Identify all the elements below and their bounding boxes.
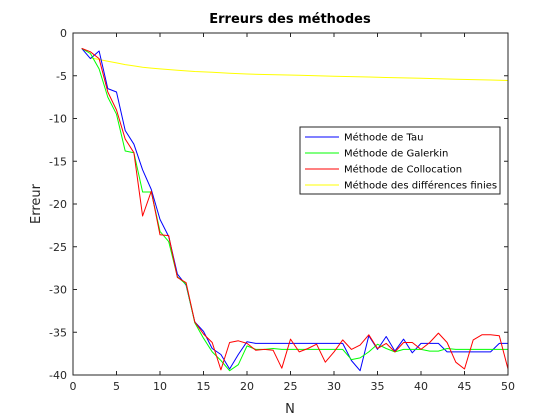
plot-frame [72,32,509,376]
x-tick-label: 35 [371,380,385,393]
y-tick-label: -35 [49,326,67,339]
y-tick-label: 0 [60,27,67,40]
y-tick-label: -10 [49,113,67,126]
legend-label: Méthode de Collocation [344,164,462,176]
x-tick-label: 15 [197,380,211,393]
legend-box [299,126,501,195]
tick-labels: 0 5 10 15 20 25 30 35 40 45 50 0 -5 -10 -15 -20 -25 -30 -3… [49,27,515,393]
series-line-3 [90,57,509,81]
y-axis-title: Erreur [29,183,44,224]
x-tick-label: 25 [284,380,298,393]
legend-label: Méthode des différences finies [344,180,497,192]
x-tick-label: 20 [240,380,254,393]
legend-label: Méthode de Galerkin [344,148,448,160]
x-axis-title: N [285,402,295,417]
y-tick-label: -20 [49,198,67,211]
y-tick-label: -40 [49,369,67,382]
legend: Méthode de Tau Méthode de Galerkin Méthode… [299,126,501,195]
series-lines [81,47,509,372]
x-tick-label: 45 [458,380,472,393]
series-line-0 [81,48,508,372]
legend-items: Méthode de Tau Méthode de Galerkin Méthode… [305,132,497,192]
y-tick-label: -30 [49,284,67,297]
x-tick-label: 0 [70,380,77,393]
y-tick-label: -5 [56,70,67,83]
x-tick-label: 10 [153,380,167,393]
y-tick-label: -25 [49,241,67,254]
series-line-2 [81,47,509,371]
y-tick-label: -15 [49,155,67,168]
x-tick-label: 40 [414,380,428,393]
chart-title: Erreurs des méthodes [209,12,371,27]
plot-area [73,33,508,375]
x-tick-label: 5 [113,380,120,393]
legend-label: Méthode de Tau [344,132,423,144]
x-tick-label: 50 [501,380,515,393]
x-tick-label: 30 [327,380,341,393]
